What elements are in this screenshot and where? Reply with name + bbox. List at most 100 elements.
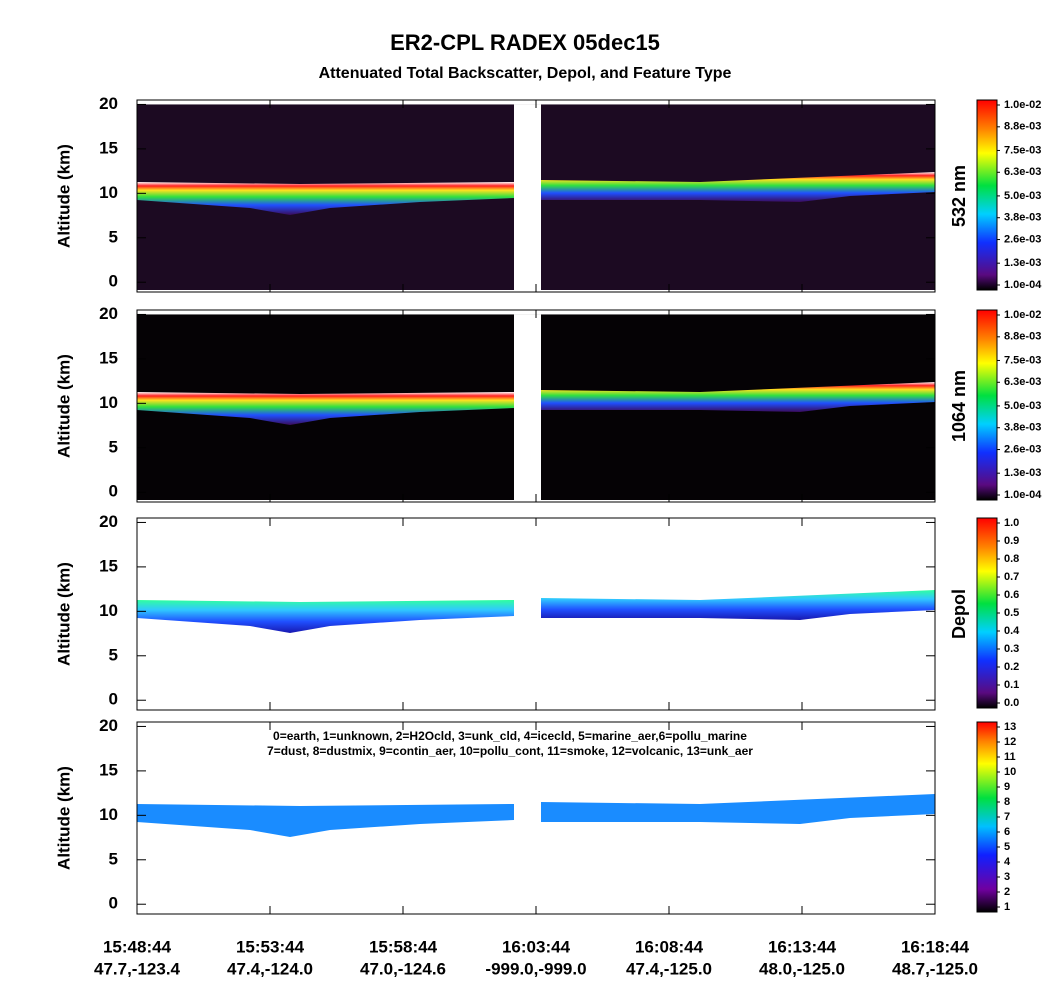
colorbar-tick-label: 3.8e-03 (1004, 422, 1041, 434)
subtitle: Attenuated Total Backscatter, Depol, and… (319, 65, 732, 82)
colorbar-tick-label: 9 (1004, 781, 1010, 793)
colorbar-tick-label: 7.5e-03 (1004, 354, 1041, 366)
y-axis-label: Altitude (km) (54, 562, 73, 666)
colorbar-tick-label: 6.3e-03 (1004, 166, 1041, 178)
cloud-layer (541, 794, 935, 824)
colorbar-tick-label: 8.8e-03 (1004, 121, 1041, 133)
y-tick-label: 5 (109, 227, 118, 246)
colorbar-tick-label: 1.3e-03 (1004, 467, 1041, 479)
colorbar-tick-label: 6.3e-03 (1004, 376, 1041, 388)
x-tick-label: 47.0,-124.6 (360, 959, 446, 978)
y-tick-label: 5 (109, 437, 118, 456)
colorbar-tick-label: 2.6e-03 (1004, 233, 1041, 245)
x-tick-label: 48.0,-125.0 (759, 959, 845, 978)
cloud-layer (137, 392, 514, 425)
x-tick-label: 16:08:44 (635, 937, 704, 956)
y-tick-label: 10 (99, 393, 118, 412)
title: ER2-CPL RADEX 05dec15 (390, 30, 660, 55)
y-tick-label: 5 (109, 645, 118, 664)
x-tick-label: 47.7,-123.4 (94, 959, 181, 978)
y-tick-label: 10 (99, 601, 118, 620)
cloud-layer (137, 600, 514, 633)
colorbar-tick-label: 1.0e-02 (1004, 99, 1041, 111)
y-tick-label: 15 (99, 348, 118, 367)
x-tick-label: 16:18:44 (901, 937, 970, 956)
y-tick-label: 20 (99, 512, 118, 531)
y-tick-label: 20 (99, 94, 118, 113)
colorbar-tick-label: 0.7 (1004, 571, 1019, 583)
y-axis-label: Altitude (km) (54, 354, 73, 458)
panel: 0 5 10 15 20 Altitude (km) 0.0 0.1 0.2 0.3 0.4 0.5 0… (54, 512, 1020, 711)
colorbar (976, 99, 998, 291)
legend-line: 0=earth, 1=unknown, 2=H2Ocld, 3=unk_cld,… (273, 729, 747, 743)
colorbar-tick-label: 0.2 (1004, 661, 1019, 673)
y-tick-label: 0 (109, 690, 118, 709)
colorbar-tick-label: 5 (1004, 841, 1010, 853)
colorbar-label: Depol (949, 589, 969, 639)
colorbar-tick-label: 12 (1004, 736, 1016, 748)
panel: 0 5 10 15 20 Altitude (km) 1.0e-04 1.3e-03 2.6e-… (54, 94, 1042, 293)
colorbar (976, 517, 998, 709)
y-axis-label: Altitude (km) (54, 766, 73, 870)
colorbar-tick-label: 0.1 (1004, 679, 1019, 691)
y-tick-label: 20 (99, 716, 118, 735)
cloud-layer (541, 590, 935, 620)
colorbar (976, 309, 998, 501)
y-tick-label: 15 (99, 138, 118, 157)
colorbar-label: 532 nm (949, 165, 969, 227)
colorbar-tick-label: 6 (1004, 826, 1010, 838)
y-tick-label: 0 (109, 272, 118, 291)
colorbar-tick-label: 2 (1004, 886, 1010, 898)
colorbar-tick-label: 1 (1004, 901, 1010, 913)
x-tick-label: -999.0,-999.0 (485, 959, 586, 978)
cloud-layer (541, 172, 935, 202)
y-axis-label: Altitude (km) (54, 144, 73, 248)
colorbar-tick-label: 3 (1004, 871, 1010, 883)
colorbar-tick-label: 2.6e-03 (1004, 443, 1041, 455)
x-tick-label: 48.7,-125.0 (892, 959, 978, 978)
colorbar-tick-label: 4 (1004, 856, 1011, 868)
y-tick-label: 20 (99, 304, 118, 323)
legend-line: 7=dust, 8=dustmix, 9=contin_aer, 10=poll… (267, 744, 753, 758)
cloud-layer (137, 182, 514, 215)
colorbar-tick-label: 1.0e-04 (1004, 489, 1042, 501)
colorbar-tick-label: 5.0e-03 (1004, 190, 1041, 202)
y-tick-label: 15 (99, 556, 118, 575)
colorbar-tick-label: 0.4 (1004, 625, 1020, 637)
x-tick-label: 47.4,-125.0 (626, 959, 712, 978)
x-tick-label: 16:13:44 (768, 937, 837, 956)
x-tick-label: 15:48:44 (103, 937, 172, 956)
colorbar-tick-label: 13 (1004, 721, 1016, 733)
data-gap (514, 104, 541, 290)
colorbar-tick-label: 1.0 (1004, 517, 1019, 529)
colorbar-tick-label: 7 (1004, 811, 1010, 823)
colorbar (976, 721, 998, 913)
colorbar-tick-label: 1.3e-03 (1004, 257, 1041, 269)
x-tick-label: 16:03:44 (502, 937, 571, 956)
colorbar-tick-label: 0.6 (1004, 589, 1019, 601)
colorbar-tick-label: 8 (1004, 796, 1010, 808)
colorbar-tick-label: 0.0 (1004, 697, 1019, 709)
x-tick-label: 15:58:44 (369, 937, 438, 956)
x-tick-label: 47.4,-124.0 (227, 959, 313, 978)
y-tick-label: 15 (99, 760, 118, 779)
x-tick-label: 15:53:44 (236, 937, 305, 956)
colorbar-tick-label: 0.8 (1004, 553, 1019, 565)
colorbar-label: 1064 nm (949, 370, 969, 442)
colorbar-tick-label: 8.8e-03 (1004, 331, 1041, 343)
y-tick-label: 10 (99, 805, 118, 824)
colorbar-tick-label: 1.0e-02 (1004, 309, 1041, 321)
colorbar-tick-label: 1.0e-04 (1004, 279, 1042, 291)
y-tick-label: 10 (99, 183, 118, 202)
y-tick-label: 5 (109, 849, 118, 868)
colorbar-tick-label: 10 (1004, 766, 1016, 778)
panel: 0 5 10 15 20 Altitude (km) 1.0e-04 1.3e-03 2.6e-… (54, 304, 1042, 503)
y-tick-label: 0 (109, 894, 118, 913)
colorbar-tick-label: 0.3 (1004, 643, 1019, 655)
colorbar-tick-label: 5.0e-03 (1004, 400, 1041, 412)
y-tick-label: 0 (109, 482, 118, 501)
colorbar-tick-label: 3.8e-03 (1004, 212, 1041, 224)
colorbar-tick-label: 7.5e-03 (1004, 144, 1041, 156)
